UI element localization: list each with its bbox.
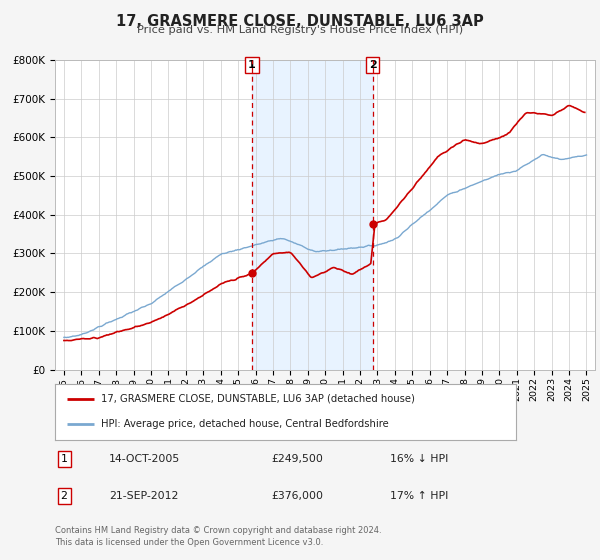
Text: 17, GRASMERE CLOSE, DUNSTABLE, LU6 3AP: 17, GRASMERE CLOSE, DUNSTABLE, LU6 3AP	[116, 14, 484, 29]
Text: £376,000: £376,000	[271, 491, 323, 501]
Text: 17, GRASMERE CLOSE, DUNSTABLE, LU6 3AP (detached house): 17, GRASMERE CLOSE, DUNSTABLE, LU6 3AP (…	[101, 394, 415, 404]
Text: 21-SEP-2012: 21-SEP-2012	[109, 491, 179, 501]
Text: 14-OCT-2005: 14-OCT-2005	[109, 454, 181, 464]
Text: 2: 2	[61, 491, 67, 501]
Text: 2: 2	[369, 60, 376, 70]
Text: 16% ↓ HPI: 16% ↓ HPI	[390, 454, 448, 464]
Text: 1: 1	[248, 60, 256, 70]
Text: 1: 1	[61, 454, 67, 464]
Text: Price paid vs. HM Land Registry's House Price Index (HPI): Price paid vs. HM Land Registry's House …	[137, 25, 463, 35]
Text: 17% ↑ HPI: 17% ↑ HPI	[390, 491, 448, 501]
Text: This data is licensed under the Open Government Licence v3.0.: This data is licensed under the Open Gov…	[55, 538, 323, 547]
Bar	[252, 60, 373, 370]
Text: HPI: Average price, detached house, Central Bedfordshire: HPI: Average price, detached house, Cent…	[101, 419, 389, 430]
Text: Contains HM Land Registry data © Crown copyright and database right 2024.: Contains HM Land Registry data © Crown c…	[55, 526, 382, 535]
Text: £249,500: £249,500	[271, 454, 323, 464]
